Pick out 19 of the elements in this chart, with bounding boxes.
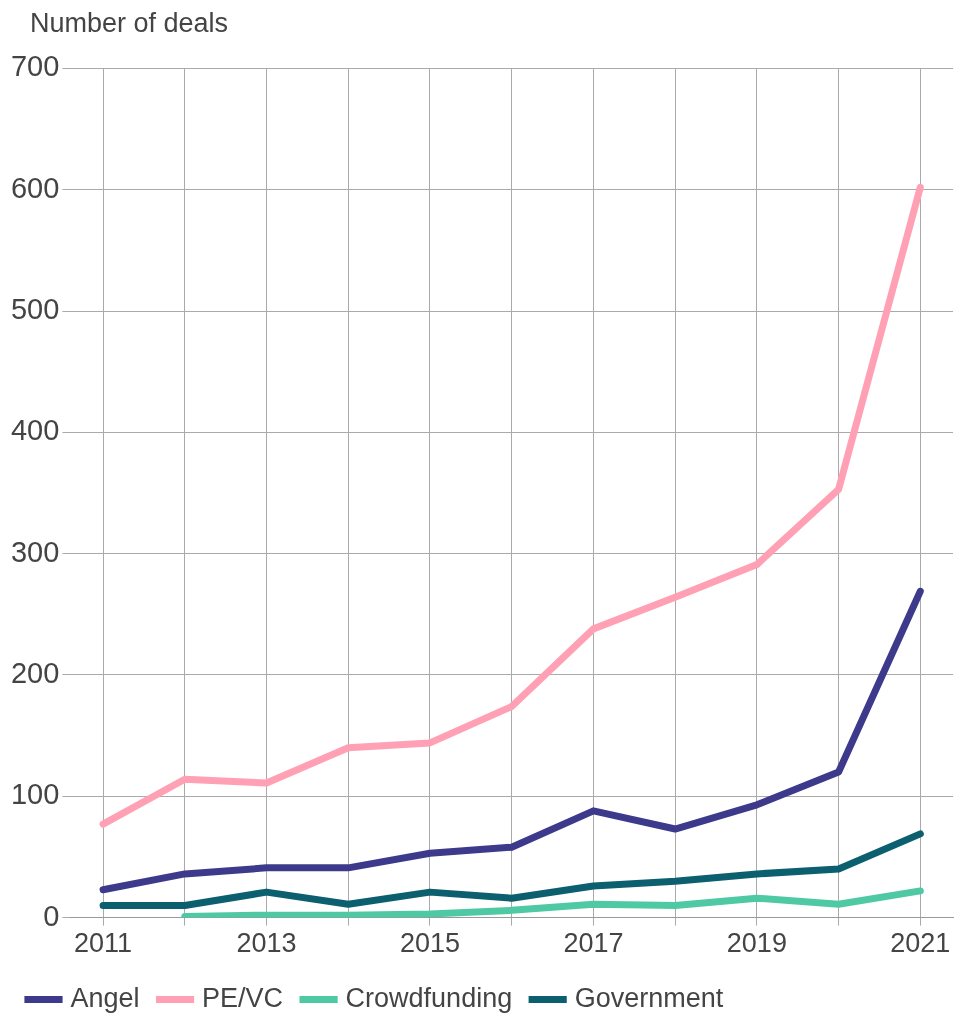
legend-label: PE/VC (202, 982, 284, 1013)
y-tick-label: 0 (43, 899, 60, 932)
legend-label: Government (574, 982, 724, 1013)
x-tick-label: 2015 (399, 928, 461, 959)
y-tick-label: 600 (10, 171, 60, 204)
x-tick-label: 2021 (890, 928, 951, 959)
legend-label: Angel (70, 982, 140, 1013)
x-tick-label: 2019 (726, 928, 787, 959)
y-tick-label: 300 (10, 535, 60, 568)
x-tick-label: 2013 (236, 928, 297, 959)
y-tick-label: 700 (10, 50, 60, 83)
y-axis-title: Number of deals (29, 8, 230, 40)
y-tick-label: 200 (10, 656, 60, 689)
y-tick-label: 500 (10, 293, 60, 326)
y-tick-label: 100 (10, 778, 60, 811)
legend-label: Crowdfunding (345, 982, 513, 1013)
x-tick-label: 2017 (563, 928, 624, 959)
x-tick-label: 2011 (74, 928, 133, 959)
y-tick-label: 400 (10, 414, 60, 447)
